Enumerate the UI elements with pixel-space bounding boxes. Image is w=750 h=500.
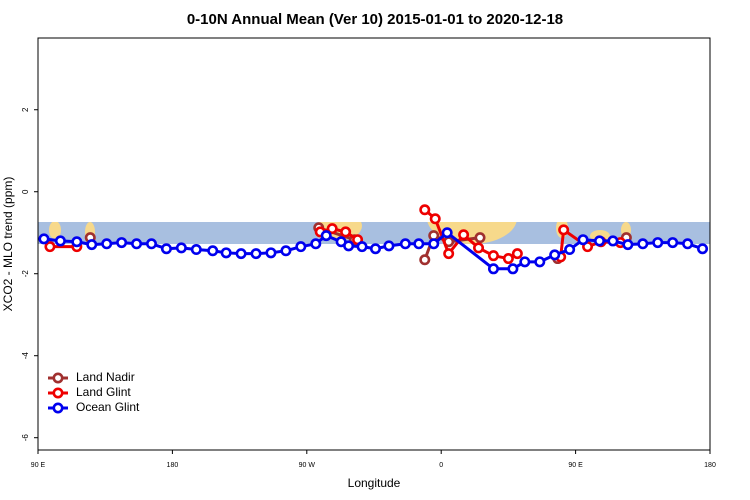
- y-tick-label: 0: [21, 189, 30, 194]
- data-point: [369, 243, 381, 255]
- data-point: [419, 254, 431, 266]
- ocean-band: [38, 222, 710, 244]
- series-line: [49, 208, 621, 261]
- x-tick-label: 0: [439, 462, 443, 469]
- chart-title: 0-10N Annual Mean (Ver 10) 2015-01-01 to…: [187, 11, 563, 28]
- data-point: [652, 237, 664, 249]
- legend-label: Ocean Glint: [76, 400, 140, 414]
- data-point: [320, 230, 332, 242]
- data-point: [558, 224, 570, 236]
- data-point: [413, 238, 425, 250]
- y-axis-label: XCO2 - MLO trend (ppm): [1, 177, 15, 312]
- x-axis-label: Longitude: [348, 476, 401, 490]
- data-point: [593, 235, 605, 247]
- data-point: [340, 226, 352, 238]
- legend-marker: [52, 402, 64, 414]
- y-tick-label: -2: [21, 270, 30, 278]
- data-point: [145, 238, 157, 250]
- data-point: [280, 245, 292, 257]
- y-tick-label: -4: [21, 352, 30, 360]
- data-point: [71, 236, 83, 248]
- data-point: [310, 238, 322, 250]
- data-point: [343, 240, 355, 252]
- data-point: [265, 247, 277, 259]
- data-point: [549, 249, 561, 261]
- data-point: [131, 238, 143, 250]
- data-point: [190, 244, 202, 256]
- data-point: [175, 242, 187, 254]
- land-shape: [49, 222, 61, 239]
- data-point: [399, 238, 411, 250]
- data-point: [487, 250, 499, 262]
- data-point: [116, 237, 128, 249]
- data-point: [428, 238, 440, 250]
- legend-label: Land Nadir: [76, 370, 135, 384]
- data-point: [607, 235, 619, 247]
- data-point: [383, 240, 395, 252]
- y-tick-label: -6: [21, 434, 30, 442]
- data-point: [220, 247, 232, 259]
- map-strip: [38, 222, 710, 244]
- data-point: [160, 243, 172, 255]
- data-point: [511, 248, 523, 260]
- data-point: [429, 213, 441, 225]
- data-point: [441, 227, 453, 239]
- data-point: [295, 241, 307, 253]
- plot-frame: [37, 37, 711, 451]
- data-point: [326, 223, 338, 235]
- data-point: [54, 235, 66, 247]
- data-point: [38, 233, 50, 245]
- y-tick-label: 2: [21, 107, 30, 112]
- data-point: [534, 256, 546, 268]
- x-tick-label: 90 E: [31, 462, 46, 469]
- data-point: [697, 243, 709, 255]
- data-point: [667, 237, 679, 249]
- legend-marker: [52, 372, 64, 384]
- data-point: [44, 241, 56, 253]
- data-point: [487, 263, 499, 275]
- data-point: [637, 238, 649, 250]
- data-point: [235, 248, 247, 260]
- legend-label: Land Glint: [76, 385, 131, 399]
- data-point: [682, 238, 694, 250]
- data-point: [458, 229, 470, 241]
- x-tick-label: 180: [704, 462, 716, 469]
- legend-marker: [52, 387, 64, 399]
- x-tick-label: 90 W: [299, 462, 316, 469]
- data-point: [101, 238, 113, 250]
- x-tick-label: 180: [167, 462, 179, 469]
- data-point: [207, 245, 219, 257]
- data-point: [250, 248, 262, 260]
- data-point: [443, 248, 455, 260]
- data-point: [419, 204, 431, 216]
- data-point: [622, 239, 634, 251]
- data-point: [577, 234, 589, 246]
- data-point: [564, 244, 576, 256]
- data-point: [507, 263, 519, 275]
- data-point: [473, 242, 485, 254]
- data-point: [474, 232, 486, 244]
- x-tick-label: 90 E: [568, 462, 583, 469]
- data-point: [356, 241, 368, 253]
- data-point: [519, 256, 531, 268]
- data-point: [502, 253, 514, 265]
- data-point: [86, 239, 98, 251]
